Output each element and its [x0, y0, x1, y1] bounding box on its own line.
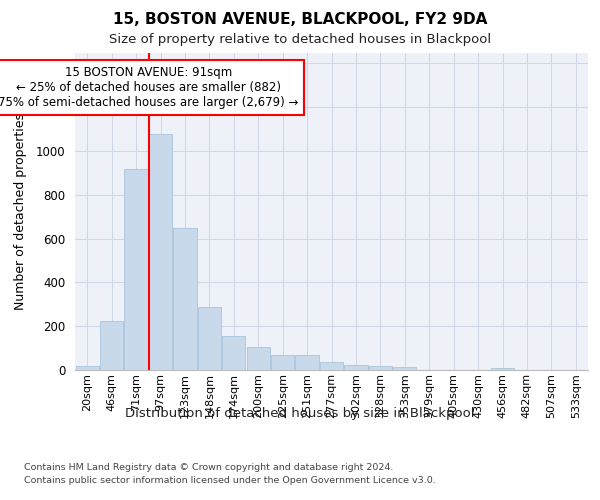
- Bar: [247, 347, 270, 370]
- Bar: [320, 362, 343, 370]
- Bar: [393, 366, 416, 370]
- Text: 15, BOSTON AVENUE, BLACKPOOL, FY2 9DA: 15, BOSTON AVENUE, BLACKPOOL, FY2 9DA: [113, 12, 487, 28]
- Text: 15 BOSTON AVENUE: 91sqm
← 25% of detached houses are smaller (882)
75% of semi-d: 15 BOSTON AVENUE: 91sqm ← 25% of detache…: [0, 66, 298, 108]
- Bar: [295, 354, 319, 370]
- Bar: [222, 336, 245, 370]
- Bar: [271, 354, 294, 370]
- Bar: [173, 228, 197, 370]
- Bar: [76, 366, 99, 370]
- Bar: [491, 368, 514, 370]
- Bar: [124, 168, 148, 370]
- Bar: [369, 366, 392, 370]
- Bar: [344, 364, 368, 370]
- Bar: [100, 320, 123, 370]
- Bar: [149, 134, 172, 370]
- Text: Distribution of detached houses by size in Blackpool: Distribution of detached houses by size …: [125, 408, 475, 420]
- Bar: [198, 306, 221, 370]
- Text: Contains HM Land Registry data © Crown copyright and database right 2024.: Contains HM Land Registry data © Crown c…: [24, 462, 394, 471]
- Text: Size of property relative to detached houses in Blackpool: Size of property relative to detached ho…: [109, 32, 491, 46]
- Y-axis label: Number of detached properties: Number of detached properties: [14, 113, 27, 310]
- Text: Contains public sector information licensed under the Open Government Licence v3: Contains public sector information licen…: [24, 476, 436, 485]
